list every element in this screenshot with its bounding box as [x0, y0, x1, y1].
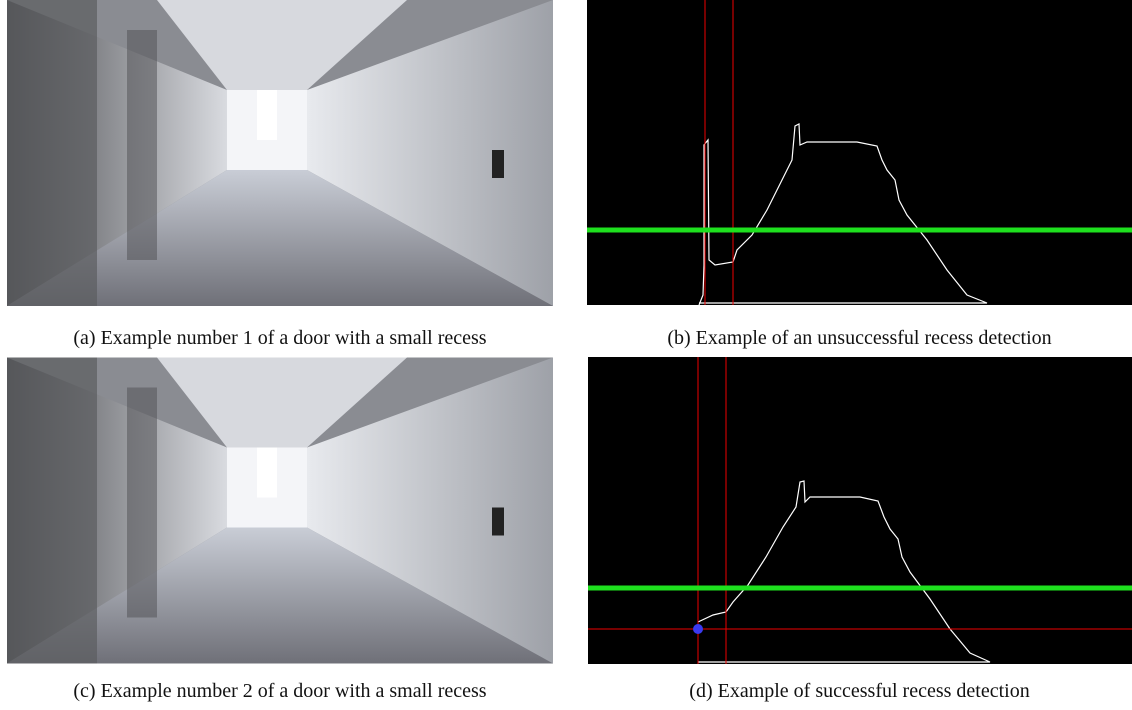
caption: (c) Example number 2 of a door with a sm…	[7, 680, 553, 703]
detection-panel-b	[587, 0, 1132, 305]
figure-panels	[0, 0, 1132, 710]
caption: (b) Example of an unsuccessful recess de…	[587, 327, 1132, 350]
corridor-photo-a	[7, 0, 553, 306]
corridor-photo-c	[7, 358, 553, 664]
figure-page: (a) Example number 1 of a door with a sm…	[0, 0, 1132, 710]
caption: (d) Example of successful recess detecti…	[587, 680, 1132, 703]
detection-panel-d	[588, 357, 1132, 664]
caption: (a) Example number 1 of a door with a sm…	[7, 327, 553, 350]
